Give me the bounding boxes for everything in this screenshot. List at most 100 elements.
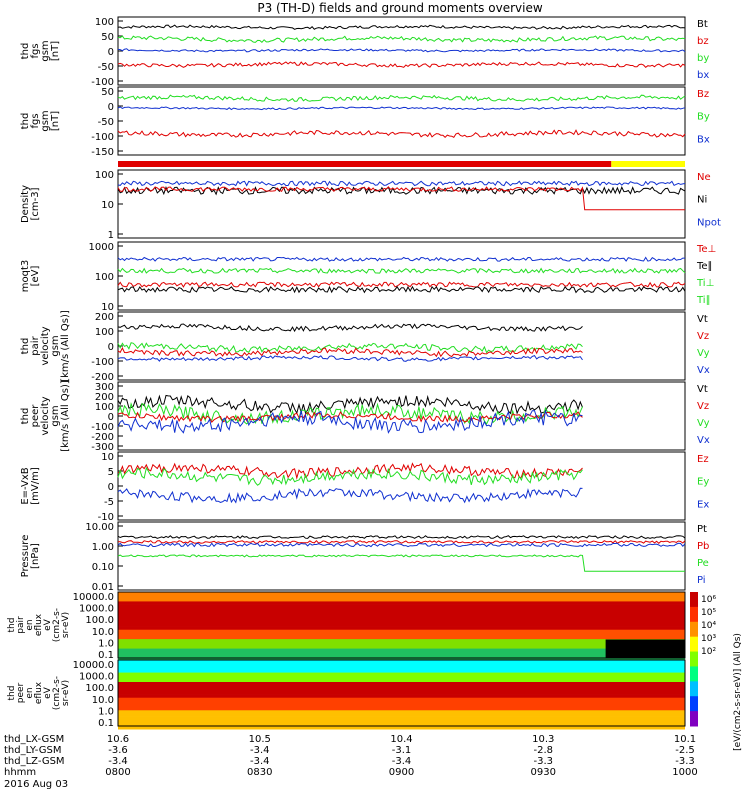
spectrogram-band [118,697,685,702]
series-line-black [117,285,686,294]
y-tick-label: 0.10 [92,562,114,573]
y-axis-label: [mV/m] [30,467,41,505]
legend-entry: Bt [697,19,708,30]
legend-entry: Ez [697,454,709,465]
legend-entry: Pt [697,524,707,535]
y-tick-label: 5 [108,467,114,478]
colorbar-tick: 10⁵ [701,608,716,618]
spectrogram-band [118,617,685,621]
legend-entry: Vy [697,348,710,359]
y-tick-label: 10.0 [92,695,114,706]
series-line-black [117,394,583,415]
y-tick-label: 300 [95,382,114,393]
series-line-black [117,535,686,539]
spectrogram-gap [605,639,685,658]
y-tick-label: 100 [95,17,114,28]
spectrogram-band [118,595,685,599]
series-line-blue [117,487,583,504]
y-axis-label: moqt3 [20,260,31,293]
y-axis-label: sr-eV) [61,612,71,638]
spectrogram-band [118,694,685,699]
colorbar-tick: 10⁶ [701,595,716,605]
ephemeris-value: -2.8 [533,745,553,756]
ephemeris-value: 0830 [247,767,272,778]
legend-entry: Pe [697,558,709,569]
y-tick-label: 1.00 [92,542,114,553]
legend-entry: Te⊥ [696,244,716,255]
y-tick-label: -200 [91,432,114,443]
spectrogram-band [118,636,685,640]
ephemeris-value: 0900 [389,767,414,778]
y-axis-label: gsm [50,335,61,356]
legend-entry: Bx [697,134,710,145]
spectrogram-band [118,642,685,646]
spectrogram-band [118,700,685,705]
panel-frame [117,241,686,311]
time-axis: thd_LX-GSM 10.6 10.5 10.4 10.3 10.1 thd_LY-GSM… [4,734,698,790]
y-tick-label: -50 [98,62,114,73]
y-tick-label: 1.0 [98,706,114,717]
spectrogram-band [118,604,685,609]
y-tick-label: 0 [108,47,114,58]
spectrogram-band [118,678,685,683]
y-axis-label: thd [20,113,31,130]
spectrogram-band [118,707,685,711]
legend-entry: Te∥ [696,261,713,272]
spectrogram-band [118,713,685,717]
panel-8: 10.00 1.00 0.10 0.01 Pressure [nPa] Pt Pb Pe Pi [20,521,709,593]
legend-entry: Vz [697,401,709,412]
colorbar-label: [eV/(cm2-s-sr-eV)] (All Qs) [733,633,743,751]
spectrogram-frame [117,659,686,727]
spectrogram-band [118,645,685,649]
ephemeris-value: 0930 [531,767,556,778]
y-axis-label: E=-VxB [20,467,31,504]
spectrogram-band [118,654,685,659]
y-tick-label: 100 [95,402,114,413]
legend-entry: Ne [697,172,711,183]
y-tick-label: 1.0 [98,638,114,649]
y-tick-label: 200 [95,312,114,323]
ephemeris-value: 0800 [105,767,130,778]
legend-entry: Ti⊥ [696,278,714,289]
y-axis-label: pair [16,616,26,634]
y-axis-label: thd [20,338,31,355]
y-tick-label: 1000.0 [79,604,114,615]
ephemeris-value: -3.4 [108,756,128,767]
legend-entry: Ey [697,477,709,488]
colorbar-swatch [690,621,698,638]
y-axis-label: [nT] [50,111,61,131]
y-axis-label: [eV] [30,266,41,287]
y-axis-label: thd [7,618,17,633]
series-line-black [117,24,686,30]
series-line-blue [117,180,686,187]
spectrogram-band [118,716,685,721]
y-axis-label: gsm [50,405,61,426]
mode-bar-yellow [611,161,685,167]
series-line-red [117,186,685,211]
legend-entry: Pi [697,575,706,586]
y-tick-label: 100.0 [85,683,114,694]
y-axis-label: pair [30,335,41,355]
y-tick-label: -100 [91,422,114,433]
y-axis-label: thd [20,408,31,425]
spectrogram-band [118,675,685,680]
spectrogram-band [118,672,685,677]
series-line-green [117,267,686,274]
y-tick-label: -5 [104,497,114,508]
y-tick-label: 1000 [89,242,114,253]
series-line-blue [117,256,685,262]
colorbar-tick: 10⁴ [701,621,716,631]
y-tick-label: 10000.0 [73,660,114,671]
series-line-red [117,539,686,545]
series-line-red [117,281,686,288]
series-line-black [117,323,583,333]
y-axis-label: en [25,687,35,698]
series-line-red [117,346,583,358]
spectrogram-band [118,601,685,605]
panel-5: 200 100 0 -100 -200 thd pair velocity gsm [km/s (… [20,310,710,383]
y-axis-label: fgs [30,43,41,58]
spectrogram-band [118,726,685,730]
legend-entry: Vx [697,365,710,376]
ephemeris-value: -3.3 [533,756,553,767]
spectrogram-band [118,623,685,627]
